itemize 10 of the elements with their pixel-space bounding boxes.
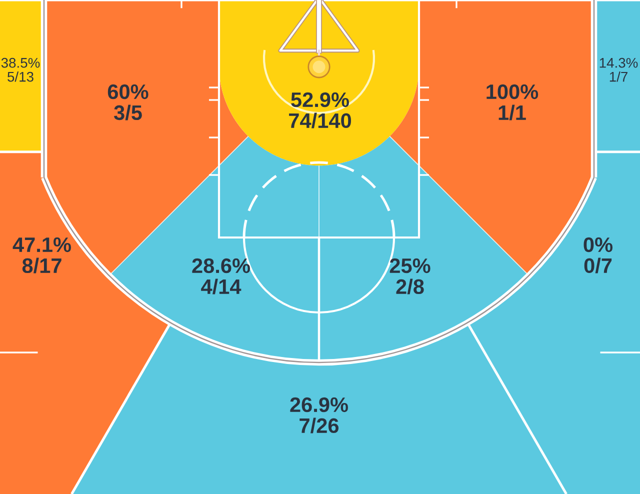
data-label: 14.3% 1/7 xyxy=(600,58,638,82)
data-label: 38.5% 5/13 xyxy=(1,58,40,82)
data-label: 100% 1/1 xyxy=(486,84,538,120)
data-label: 25% 2/8 xyxy=(390,258,430,294)
data-label: 52.9% 74/140 xyxy=(289,92,352,128)
data-label: 60% 3/5 xyxy=(108,84,148,120)
data-label: 28.6% 4/14 xyxy=(192,258,250,294)
data-label: 26.9% 7/26 xyxy=(290,397,348,434)
data-label: 47.1% 8/17 xyxy=(12,237,71,274)
data-label: 0% 0/7 xyxy=(584,237,613,274)
